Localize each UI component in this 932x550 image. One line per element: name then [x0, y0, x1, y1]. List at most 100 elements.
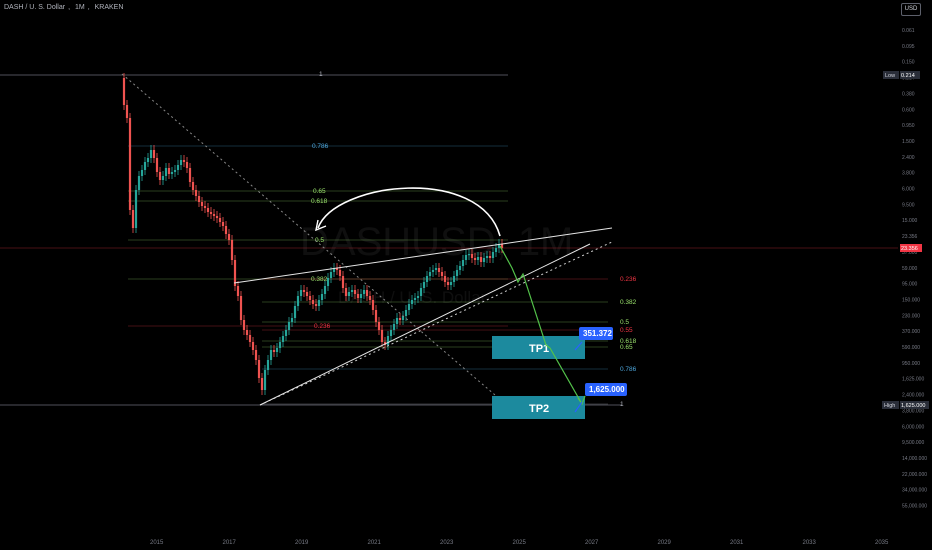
hand-drawn-arc[interactable] — [317, 187, 501, 237]
time-scale-label: 2021 — [368, 540, 382, 546]
candle-body — [380, 330, 384, 342]
candlestick-series — [122, 73, 504, 395]
candle-body — [461, 260, 465, 266]
candle-body — [278, 342, 282, 348]
time-scale-label: 2033 — [803, 540, 817, 546]
tp1-box[interactable] — [492, 336, 585, 359]
candle-body — [221, 222, 225, 226]
price-scale-label: 0.950 — [902, 123, 915, 129]
price-scale-label: 3,800.000 — [902, 408, 924, 414]
candle-body — [416, 296, 420, 298]
price-scale-label: 150.000 — [902, 297, 920, 303]
tp2-label: TP2 — [529, 403, 549, 415]
candle-body — [152, 150, 156, 158]
candle-body — [386, 336, 390, 345]
price-scale-label: 0.150 — [902, 60, 915, 66]
candle-body — [392, 324, 396, 330]
candle-body — [224, 226, 228, 234]
price-scale-label: 1,625.000 — [902, 377, 924, 383]
candle-body — [425, 276, 429, 282]
candle-body — [497, 244, 501, 248]
candle-body — [173, 170, 177, 172]
price-scale-label: 15.000 — [902, 218, 918, 224]
candle-body — [446, 282, 450, 285]
high-tag-label-box — [882, 401, 899, 409]
candle-body — [248, 335, 252, 342]
candle-body — [263, 370, 267, 390]
time-scale-label: 2017 — [223, 540, 237, 546]
candle-body — [320, 294, 324, 300]
fib-upper-label: 0.5 — [315, 237, 324, 244]
fib-retracement-labels: 10.7860.650.6180.50.3820.2360.2360.3820.… — [311, 71, 637, 408]
candle-body — [407, 304, 411, 310]
candle-body — [434, 268, 438, 270]
candle-body — [218, 218, 222, 222]
candle-body — [236, 286, 240, 296]
candle-body — [365, 290, 369, 296]
price-scale-label: 2,400.000 — [902, 393, 924, 399]
fib-upper-label: 0.618 — [311, 198, 328, 205]
candle-body — [128, 118, 132, 210]
candle-body — [158, 172, 162, 180]
candle-body — [428, 272, 432, 276]
candle-body — [470, 254, 474, 258]
price-scale-label: 370.000 — [902, 329, 920, 335]
candle-body — [305, 292, 309, 296]
candle-body — [170, 172, 174, 174]
candle-body — [254, 350, 258, 360]
candle-body — [371, 300, 375, 310]
tp1-pointer — [574, 341, 583, 351]
candle-body — [269, 350, 273, 360]
candle-body — [182, 160, 186, 162]
wedge-lower-line[interactable] — [259, 243, 591, 406]
candle-body — [449, 282, 453, 285]
diagonal-dotted-line[interactable] — [121, 73, 496, 396]
high-tag-value: 1,625.000 — [901, 403, 925, 409]
symbol-name: DASH / U. S. Dollar — [4, 4, 66, 11]
candle-body — [440, 272, 444, 276]
candle-body — [188, 168, 192, 182]
price-scale-label: 0.380 — [902, 91, 915, 97]
candle-body — [500, 244, 504, 248]
price-scale-label: 37.000 — [902, 250, 918, 256]
candle-body — [437, 268, 441, 272]
tp2-price-badge[interactable] — [585, 383, 627, 396]
time-scale[interactable]: 2015 2017 2019 2021 2023 2025 2027 2029 2031 2033… — [150, 540, 889, 546]
candle-body — [176, 165, 180, 170]
candle-body — [395, 318, 399, 324]
candle-body — [194, 190, 198, 196]
candle-body — [251, 342, 255, 350]
projection-arrow-icon — [577, 395, 586, 406]
tp1-price-badge[interactable] — [579, 327, 613, 340]
candle-body — [167, 168, 171, 174]
fib-upper-label: 0.65 — [313, 188, 326, 195]
candle-body — [296, 296, 300, 306]
tp2-box[interactable] — [492, 396, 585, 419]
fib-upper-label: 0.786 — [312, 143, 329, 150]
currency-button[interactable]: USD — [901, 3, 921, 16]
candle-body — [149, 150, 153, 158]
candle-body — [245, 330, 249, 335]
time-scale-label: 2027 — [585, 540, 599, 546]
interval: 1M — [74, 4, 85, 11]
fib-lower-label: 0.618 — [620, 338, 637, 345]
candle-body — [338, 270, 342, 276]
watermark-symbol: DASHUSD, 1M — [300, 220, 573, 264]
time-scale-label: 2035 — [875, 540, 889, 546]
candle-body — [458, 266, 462, 270]
price-scale[interactable]: 0.061 0.095 0.150 0.214 0.380 0.600 0.950 1.500… — [902, 28, 927, 510]
price-scale-label: 23.356 — [902, 234, 918, 240]
candle-body — [230, 240, 234, 260]
chart-legend[interactable]: DASH / U. S. Dollar, 1M, KRAKEN — [4, 4, 124, 11]
candle-body — [215, 216, 219, 218]
candle-body — [308, 296, 312, 300]
candle-body — [257, 360, 261, 378]
tp2-price: 1,625.000 — [589, 385, 625, 394]
candle-body — [464, 255, 468, 260]
candle-body — [200, 202, 204, 206]
price-scale-label: 55,000.000 — [902, 504, 927, 510]
projection-path[interactable] — [499, 245, 583, 405]
wedge-upper-line[interactable] — [233, 227, 613, 284]
candle-body — [272, 350, 276, 352]
